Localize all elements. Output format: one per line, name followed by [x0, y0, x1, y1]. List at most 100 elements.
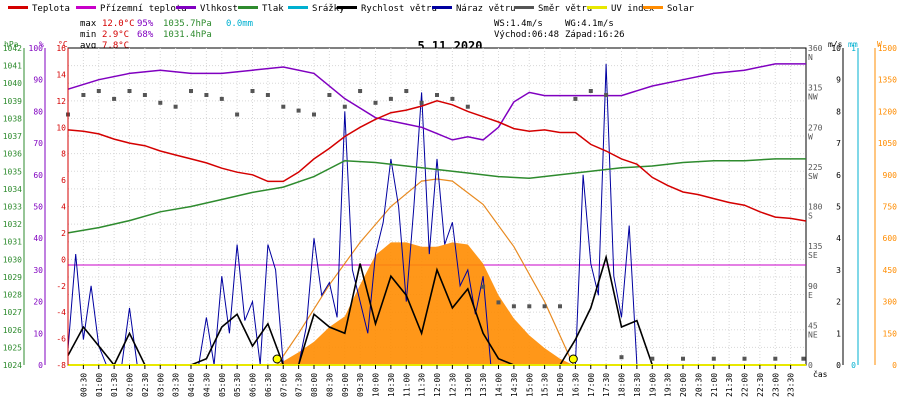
time-tick-label: 05:30 [233, 373, 242, 397]
pressure-tick: 1025 [3, 343, 22, 352]
temperature-tick: 16 [56, 44, 66, 53]
wind-direction-point [235, 112, 240, 117]
legend-label: Směr větru [538, 4, 592, 14]
temperature-tick: -2 [56, 282, 66, 291]
wind-direction-point [419, 100, 424, 105]
humidity-tick: 80 [33, 107, 43, 116]
wind-direction-point [465, 104, 470, 109]
time-tick-label: 18:00 [618, 373, 627, 397]
temperature-tick: 6 [61, 176, 66, 185]
humidity-tick: 10 [33, 329, 43, 338]
wind-direction-point [742, 356, 747, 361]
axes: hPa% °C m/s mm W1042104110401039103810371036… [3, 40, 897, 397]
solar-tick: 450 [883, 266, 898, 275]
wind-direction-point [312, 112, 316, 117]
humidity-tick: 100 [29, 44, 44, 53]
solar-max-curve [276, 178, 574, 366]
direction-tick: W [808, 132, 813, 141]
stat-hum-min: 68% [137, 30, 154, 40]
wind-direction-point [112, 96, 117, 101]
humidity-tick: 50 [33, 203, 43, 212]
stat-temp-min: 2.9°C [102, 30, 129, 40]
wind-direction-point [219, 96, 224, 101]
direction-tick: 315 [808, 84, 823, 93]
wind-direction-point [404, 89, 409, 93]
time-tick-label: 17:30 [602, 373, 611, 397]
pressure-tick: 1026 [3, 326, 22, 335]
wind-direction-point [450, 96, 455, 101]
stat-press-min: 1031.4hPa [163, 30, 212, 40]
wind-tick: 2 [836, 298, 841, 307]
wind-direction-point [281, 104, 286, 109]
wind-direction-point [81, 93, 86, 97]
stat-ws: WS:1.4m/s [494, 19, 543, 29]
direction-tick: 270 [808, 123, 823, 132]
temperature-tick: 0 [61, 255, 66, 264]
wind-tick: 4 [836, 234, 841, 243]
temperature-tick: 2 [61, 229, 66, 238]
wind-direction-point [158, 100, 163, 105]
direction-tick: S [808, 212, 813, 221]
humidity-tick: 70 [33, 139, 43, 148]
wind-tick: 1 [836, 329, 841, 338]
time-tick-label: 15:00 [525, 373, 534, 397]
pressure-tick: 1033 [3, 203, 22, 212]
time-tick-label: 19:30 [664, 373, 673, 397]
wind-unit: m/s [828, 40, 843, 49]
wind-direction-point [481, 284, 486, 289]
time-tick-label: 05:00 [218, 373, 227, 397]
pressure-tick: 1031 [3, 238, 22, 247]
wind-direction-point [265, 93, 270, 97]
solar-tick: 1500 [878, 44, 897, 53]
solar-tick: 1350 [878, 76, 897, 85]
direction-tick: 45 [808, 321, 818, 330]
pressure-tick: 1028 [3, 291, 22, 300]
temperature-tick: 12 [56, 97, 66, 106]
wind-direction-point [573, 96, 578, 101]
time-tick-label: 14:00 [495, 373, 504, 397]
time-tick-label: 15:30 [541, 373, 550, 397]
humidity-tick: 30 [33, 266, 43, 275]
wind-direction-point [588, 89, 593, 93]
wind-tick: 5 [836, 203, 841, 212]
time-tick-label: 16:00 [556, 373, 565, 397]
solar-area [277, 242, 574, 365]
time-tick-label: 21:30 [725, 373, 734, 397]
time-tick-label: 09:00 [341, 373, 350, 397]
solar-tick: 300 [883, 298, 898, 307]
time-tick-label: 23:00 [771, 373, 780, 397]
time-tick-label: 09:30 [356, 373, 365, 397]
wind-direction-point [527, 304, 532, 309]
solar-tick: 1050 [878, 139, 897, 148]
stat-wg: WG:4.1m/s [565, 19, 614, 29]
wind-tick: 7 [836, 139, 841, 148]
wind-direction-point [619, 355, 624, 360]
wind-direction-point [650, 356, 655, 361]
direction-tick: 135 [808, 242, 823, 251]
wind-direction-point [496, 300, 501, 305]
stat-temp-avg: 7.8°C [102, 41, 129, 51]
sunrise-marker [272, 354, 282, 364]
legend-label: Vlhkost [200, 4, 238, 14]
time-tick-label: 04:00 [187, 373, 196, 397]
wind-direction-point [388, 96, 393, 101]
time-tick-label: 07:00 [279, 373, 288, 397]
pressure-tick: 1027 [3, 308, 22, 317]
temperature-tick: 10 [56, 123, 66, 132]
rain-tick: 1 [851, 44, 856, 53]
wind-direction-point [558, 304, 562, 309]
legend-swatch [176, 6, 196, 9]
wind-tick: 9 [836, 76, 841, 85]
temperature-tick: -4 [56, 308, 66, 317]
direction-tick: NE [808, 330, 818, 339]
time-tick-label: 01:00 [95, 373, 104, 397]
direction-tick: SE [808, 251, 818, 260]
temperature-tick: 14 [56, 70, 66, 79]
solar-tick: 150 [883, 329, 898, 338]
sunset-marker [568, 354, 578, 364]
direction-tick: SW [808, 172, 818, 181]
legend-label: UV index [611, 4, 655, 14]
wind-direction-point [604, 93, 609, 97]
pressure-tick: 1032 [3, 220, 22, 229]
